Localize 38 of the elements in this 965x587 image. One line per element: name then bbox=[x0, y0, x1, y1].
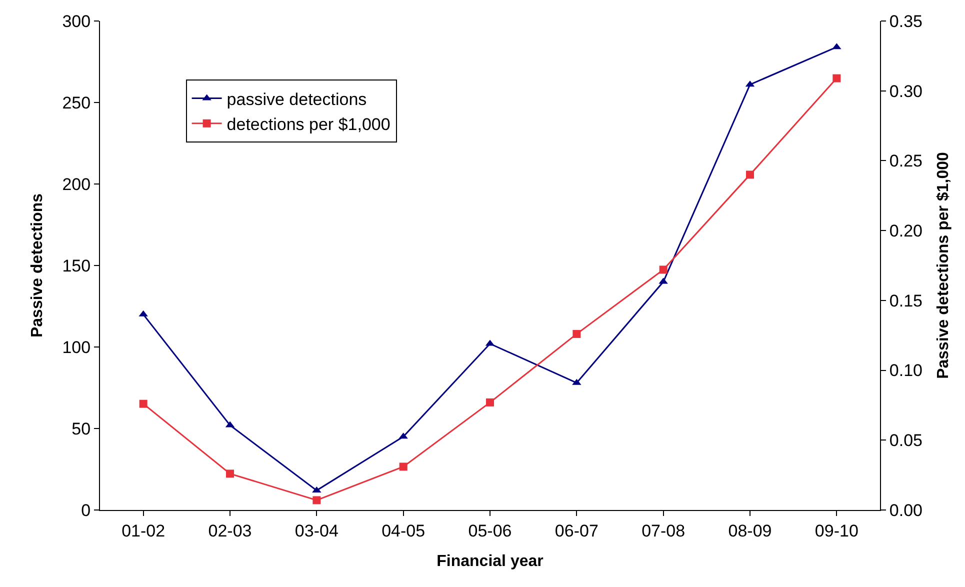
legend-label: detections per $1,000 bbox=[226, 114, 390, 134]
legend-label: passive detections bbox=[226, 90, 367, 109]
point bbox=[572, 330, 581, 338]
y-tick-label: 150 bbox=[62, 256, 91, 276]
y-tick-label: 300 bbox=[62, 12, 91, 31]
y-tick-label: 50 bbox=[72, 419, 91, 438]
y2-tick-label: 0.15 bbox=[889, 291, 922, 310]
x-tick-label: 01-02 bbox=[122, 521, 166, 540]
x-tick-label: 04-05 bbox=[382, 521, 426, 540]
point bbox=[486, 398, 494, 406]
y-tick-label: 0 bbox=[81, 500, 91, 520]
y2-tick-label: 0.25 bbox=[889, 152, 922, 171]
point bbox=[399, 462, 408, 471]
x-tick-label: 09-10 bbox=[814, 521, 858, 540]
y2-tick-label: 0.10 bbox=[889, 361, 922, 380]
y2-tick-label: 0.35 bbox=[889, 12, 922, 31]
y-axis-title: Passive detections bbox=[29, 193, 46, 338]
point bbox=[746, 170, 754, 179]
y2-axis-title: Passive detections per $1,000 bbox=[935, 152, 952, 379]
y-tick-label: 100 bbox=[62, 338, 91, 357]
y-tick-label: 200 bbox=[62, 174, 91, 194]
point bbox=[139, 400, 148, 408]
point bbox=[312, 496, 321, 504]
y-tick-label: 250 bbox=[62, 93, 91, 112]
x-tick-label: 03-04 bbox=[294, 521, 338, 540]
point bbox=[832, 74, 841, 82]
point bbox=[659, 266, 668, 274]
x-tick-label: 07-08 bbox=[642, 521, 686, 540]
point bbox=[226, 470, 234, 478]
x-axis-title: Financial year bbox=[436, 553, 544, 570]
x-tick-label: 02-03 bbox=[208, 521, 252, 540]
y2-tick-label: 0.00 bbox=[889, 500, 922, 520]
x-tick-label: 06-07 bbox=[554, 521, 598, 540]
x-tick-label: 05-06 bbox=[468, 521, 512, 540]
y2-tick-label: 0.05 bbox=[889, 431, 922, 450]
y2-tick-label: 0.20 bbox=[889, 222, 922, 241]
y2-tick-label: 0.30 bbox=[889, 82, 922, 101]
x-tick-label: 08-09 bbox=[728, 521, 772, 540]
